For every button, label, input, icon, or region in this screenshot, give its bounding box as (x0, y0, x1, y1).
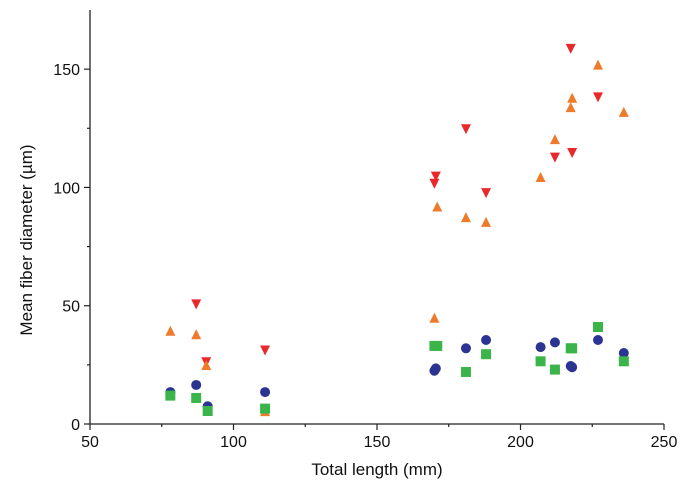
data-points (165, 43, 629, 417)
data-point-triangle-up (460, 212, 471, 223)
data-point-square (165, 390, 176, 401)
data-point-circle (191, 379, 202, 390)
data-point-triangle-up (565, 102, 576, 113)
x-axis-title: Total length (mm) (311, 460, 442, 479)
x-tick-label: 50 (81, 434, 99, 451)
y-axis-title: Mean fiber diameter (µm) (17, 144, 36, 335)
x-tick-label: 250 (651, 434, 678, 451)
y-tick-label: 150 (53, 62, 80, 79)
data-point-square (191, 392, 202, 403)
x-tick-label: 200 (507, 434, 534, 451)
data-point-square (481, 349, 492, 360)
data-point-square (567, 343, 578, 354)
data-point-triangle-up (481, 216, 492, 227)
data-point-triangle-down (567, 147, 578, 158)
data-point-triangle-down (460, 124, 471, 135)
data-point-triangle-up (592, 59, 603, 70)
y-tick-label: 0 (71, 417, 80, 434)
series-triangle-down (191, 43, 603, 368)
data-point-triangle-down (481, 188, 492, 199)
axes (89, 10, 664, 425)
data-point-square (592, 322, 603, 333)
data-point-triangle-up (165, 325, 176, 336)
data-point-circle (567, 362, 578, 373)
y-tick-label: 100 (53, 180, 80, 197)
data-point-square (202, 405, 213, 416)
data-point-triangle-down (430, 171, 441, 182)
x-tick-label: 150 (364, 434, 391, 451)
data-point-triangle-down (191, 299, 202, 310)
data-point-circle (535, 342, 546, 353)
data-point-triangle-down (549, 152, 560, 163)
data-point-circle (460, 343, 471, 354)
data-point-triangle-up (535, 171, 546, 182)
data-point-triangle-down (565, 43, 576, 54)
data-point-triangle-up (191, 329, 202, 340)
data-point-circle (481, 335, 492, 346)
series-triangle-up (165, 59, 629, 417)
data-point-triangle-up (432, 201, 443, 212)
data-point-circle (430, 363, 441, 374)
data-point-triangle-up (549, 134, 560, 145)
data-point-square (432, 340, 443, 351)
data-point-triangle-up (201, 360, 212, 371)
data-point-square (260, 403, 271, 414)
x-axis-ticks: 50 100 150 200 250 (81, 424, 677, 451)
data-point-square (460, 366, 471, 377)
data-point-triangle-up (618, 106, 629, 117)
data-point-circle (549, 337, 560, 348)
data-point-triangle-down (429, 178, 440, 189)
data-point-triangle-down (260, 345, 271, 356)
data-point-triangle-down (592, 92, 603, 103)
data-point-circle (260, 387, 271, 398)
data-point-circle (618, 348, 629, 359)
data-point-square (535, 356, 546, 367)
data-point-triangle-up (567, 92, 578, 103)
data-point-square (549, 364, 560, 375)
data-point-square (618, 356, 629, 367)
y-axis-ticks: 0 50 100 150 (53, 62, 90, 434)
series-square (165, 322, 629, 416)
data-point-circle (592, 335, 603, 346)
data-point-triangle-up (429, 312, 440, 323)
x-tick-label: 100 (220, 434, 247, 451)
y-tick-label: 50 (62, 299, 80, 316)
